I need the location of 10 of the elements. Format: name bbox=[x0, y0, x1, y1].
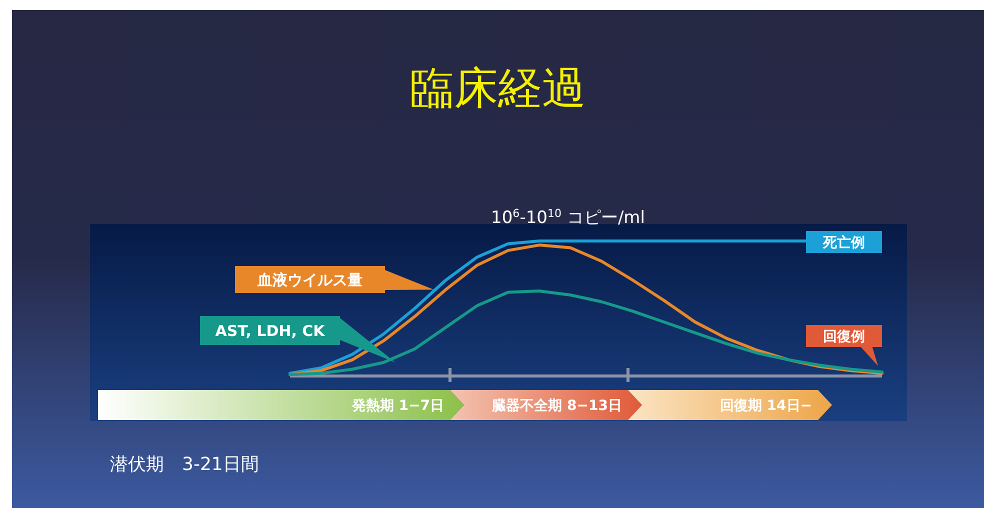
text: 発熱期 1−7日 bbox=[350, 398, 444, 414]
text: AST, LDH, CK bbox=[215, 322, 326, 340]
text: 潜伏期 3-21日間 bbox=[110, 454, 259, 475]
text: 臓器不全期 8−13日 bbox=[491, 398, 622, 414]
chart-title: 臨床経過 bbox=[410, 63, 586, 114]
legend-label: 死亡例 bbox=[822, 234, 865, 252]
text: 血液ウイルス量 bbox=[256, 270, 362, 289]
text: 10$^{6}$-10$^{10}$ コピー/ml bbox=[491, 206, 645, 228]
annotation: 回復例 bbox=[823, 329, 865, 346]
text: 回復期 14日− bbox=[720, 398, 812, 414]
